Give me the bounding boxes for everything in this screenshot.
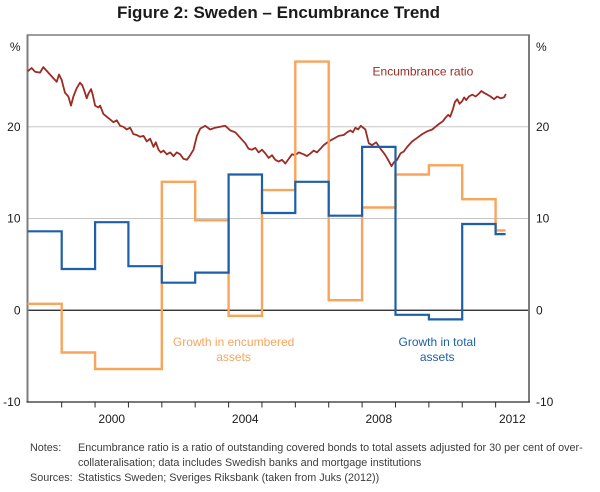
sources-row: Sources: Statistics Sweden; Sveriges Rik… (30, 471, 590, 486)
encumbrance-ratio-line (27, 66, 507, 168)
notes-label: Notes: (30, 442, 62, 454)
x-axis-label-2012: 2012 (499, 412, 526, 426)
y-axis-label-right-0: 0 (536, 303, 543, 317)
sources-label: Sources: (30, 472, 73, 484)
x-axis-label-2004: 2004 (232, 412, 259, 426)
y-axis-label-left-20: 20 (7, 120, 21, 134)
notes-text: Encumbrance ratio is a ratio of outstand… (78, 442, 583, 469)
figure-title: Figure 2: Sweden – Encumbrance Trend (116, 3, 441, 22)
y-axis-label-right-10: 10 (536, 212, 550, 226)
chart-canvas: 2000 2004 2008 2012 20 20 10 10 0 0 -10 -10% % Encumb… (3, 34, 554, 426)
growth-encumbered-label: Growth in encumbered assets (173, 335, 294, 364)
x-axis-label-2000: 2000 (98, 412, 125, 426)
y-axis-label-right--10: -10 (536, 395, 554, 409)
y-axis-label-right-20: 20 (536, 120, 550, 134)
y-axis-unit-right: % (536, 40, 547, 54)
encumbrance-ratio-label: Encumbrance ratio (373, 64, 474, 78)
y-axis-label-left--10: -10 (3, 395, 21, 409)
growth-total-label: Growth in total assets (399, 335, 476, 364)
y-axis-label-left-10: 10 (7, 212, 21, 226)
y-axis-unit-left: % (10, 40, 21, 54)
x-axis-label-2008: 2008 (365, 412, 392, 426)
notes-row: Notes: Encumbrance ratio is a ratio of o… (30, 441, 590, 471)
sources-text: Statistics Sweden; Sveriges Riksbank (ta… (78, 472, 380, 484)
y-axis-label-left-0: 0 (14, 303, 21, 317)
growth-total-line (27, 145, 506, 321)
notes-block: Notes: Encumbrance ratio is a ratio of o… (30, 441, 590, 486)
